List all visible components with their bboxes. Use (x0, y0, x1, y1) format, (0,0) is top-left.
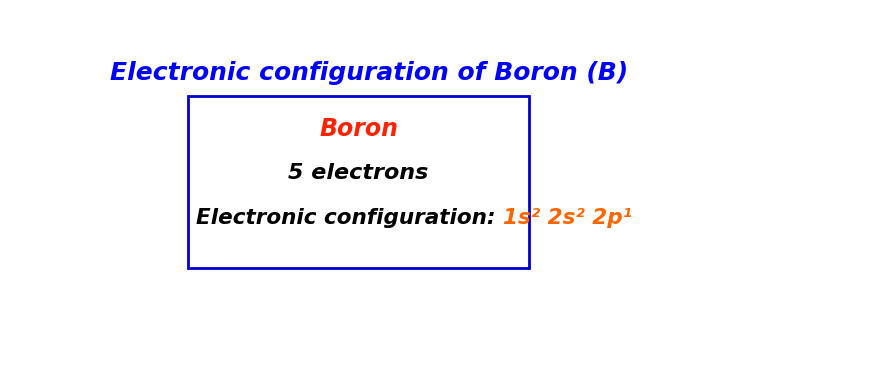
FancyBboxPatch shape (188, 96, 529, 268)
Text: Electronic configuration:: Electronic configuration: (196, 208, 503, 228)
Text: Boron: Boron (319, 117, 398, 141)
Text: 5 electrons: 5 electrons (288, 163, 428, 183)
Text: 1s² 2s² 2p¹: 1s² 2s² 2p¹ (503, 208, 631, 228)
Text: Electronic configuration of Boron (B): Electronic configuration of Boron (B) (110, 61, 627, 85)
